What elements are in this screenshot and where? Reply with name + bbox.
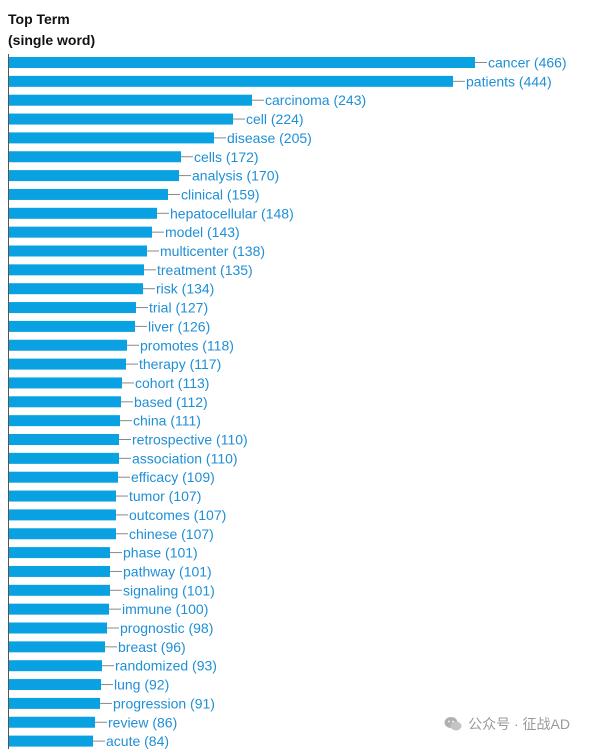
bar-lung [9,679,101,691]
bar-randomized [9,660,102,672]
bar-analysis [9,170,179,182]
bar-signaling [9,584,110,596]
bar-tumor [9,490,116,502]
bar-label-patients: patients (444) [466,73,552,89]
bar-promotes [9,339,127,351]
bar-label-hepatocellular: hepatocellular (148) [170,205,294,221]
bar-label-disease: disease (205) [227,130,312,146]
bar-pathway [9,565,110,577]
bar-cohort [9,377,122,389]
bar-label-promotes: promotes (118) [140,337,234,353]
bar-immune [9,603,109,615]
bar-label-retrospective: retrospective (110) [132,432,248,448]
bar-chinese [9,528,116,540]
bar-label-pathway: pathway (101) [123,563,212,579]
bar-outcomes [9,509,116,521]
bar-clinical [9,188,168,200]
bar-label-review: review (86) [108,714,177,730]
bar-label-cell: cell (224) [246,111,304,127]
chart-title-line-1: Top Term [8,11,70,27]
bar-label-risk: risk (134) [156,281,214,297]
bar-risk [9,283,143,295]
bar-cell [9,113,233,125]
bar-label-model: model (143) [165,224,240,240]
bar-label-association: association (110) [132,450,238,466]
bar-disease [9,132,214,144]
bar-cancer [9,57,475,68]
bar-label-outcomes: outcomes (107) [129,507,226,523]
bar-label-cancer: cancer (466) [488,55,567,71]
bar-patients [9,75,453,87]
bar-label-clinical: clinical (159) [181,186,260,202]
bar-treatment [9,264,144,276]
bar-association [9,452,119,464]
bar-liver [9,320,135,332]
bar-label-therapy: therapy (117) [139,356,221,372]
bar-label-immune: immune (100) [122,601,208,617]
bar-hepatocellular [9,207,157,219]
bar-china [9,415,120,427]
bar-carcinoma [9,94,252,106]
bar-review [9,716,95,728]
bar-label-tumor: tumor (107) [129,488,201,504]
bar-label-phase: phase (101) [123,545,198,561]
bar-label-china: china (111) [133,413,201,429]
bar-label-prognostic: prognostic (98) [120,620,213,636]
bar-label-cells: cells (172) [194,149,259,165]
chart-title: Top Term (single word) [8,9,95,51]
chart-title-line-2: (single word) [8,32,96,48]
bar-label-progression: progression (91) [113,695,215,711]
bar-retrospective [9,434,119,445]
bar-based [9,396,121,408]
bar-label-efficacy: efficacy (109) [131,469,215,485]
bar-acute [9,735,93,747]
bar-cells [9,151,181,163]
bar-progression [9,697,100,709]
wechat-icon [444,717,462,731]
bar-label-randomized: randomized (93) [115,658,217,674]
bar-label-cohort: cohort (113) [135,375,209,391]
bar-trial [9,302,136,314]
bars-group: cancer (466) patients (444) carcinoma (243… [9,55,567,749]
bar-label-carcinoma: carcinoma (243) [265,92,366,108]
bar-label-acute: acute (84) [106,733,169,749]
bar-prognostic [9,622,107,634]
bar-label-based: based (112) [134,394,208,410]
watermark: 公众号 · 征战AD [444,714,570,734]
bar-label-analysis: analysis (170) [192,168,279,184]
bar-label-treatment: treatment (135) [157,262,253,278]
bar-label-signaling: signaling (101) [123,582,215,598]
bar-breast [9,641,105,653]
watermark-text: 公众号 · 征战AD [468,716,570,732]
bar-therapy [9,358,126,370]
bar-label-chinese: chinese (107) [129,526,214,542]
bar-label-multicenter: multicenter (138) [160,243,265,259]
bar-multicenter [9,245,147,257]
bar-model [9,226,152,238]
bar-label-trial: trial (127) [149,300,208,316]
bar-efficacy [9,471,118,483]
bar-label-breast: breast (96) [118,639,186,655]
bar-phase [9,547,110,559]
bar-label-liver: liver (126) [148,318,210,334]
bar-label-lung: lung (92) [114,677,169,693]
